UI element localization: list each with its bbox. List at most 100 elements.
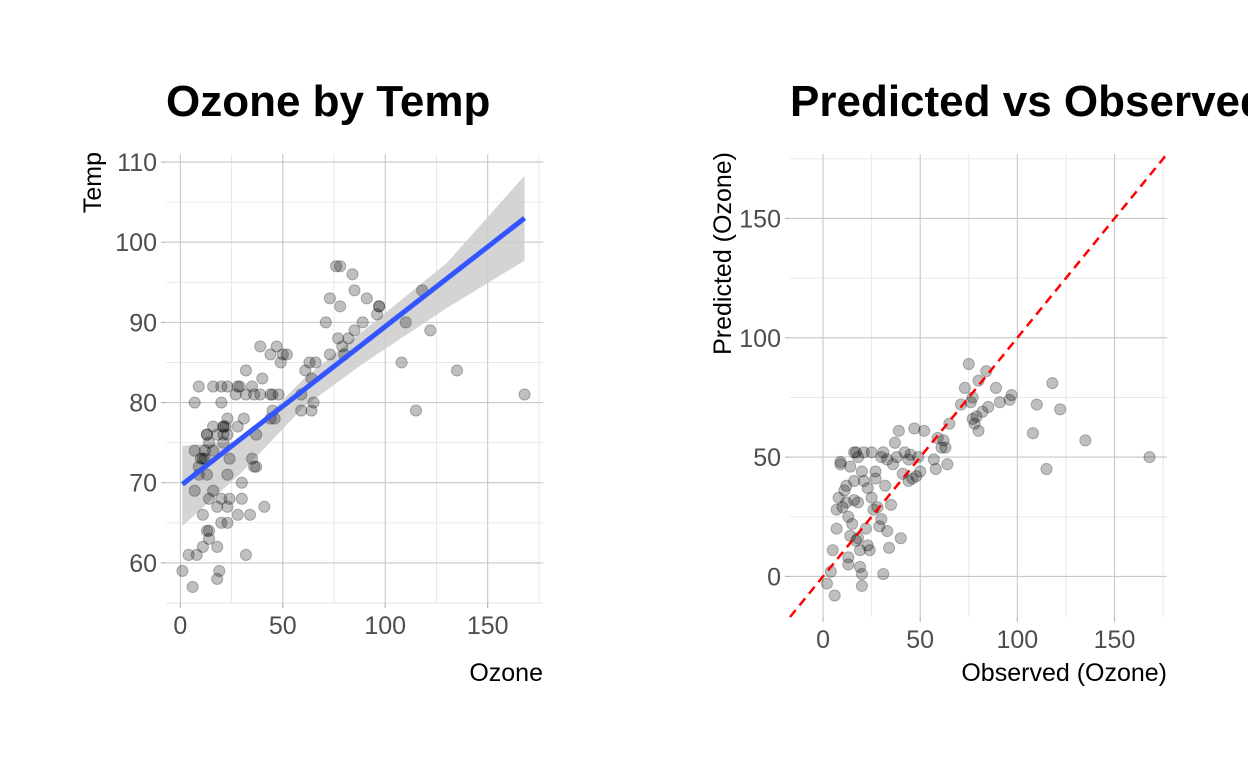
data-point: [229, 388, 242, 401]
data-point: [834, 458, 847, 471]
data-point: [1143, 450, 1156, 464]
data-point: [1026, 427, 1040, 440]
data-point: [912, 450, 925, 464]
data-point: [231, 508, 244, 521]
y-tick-label: 150: [739, 205, 781, 233]
data-point: [323, 292, 337, 305]
data-point: [877, 567, 890, 581]
data-point: [935, 441, 948, 454]
data-point: [888, 436, 902, 449]
data-point: [202, 492, 216, 505]
x-tick-label: 150: [1094, 626, 1136, 654]
data-point: [221, 500, 234, 513]
data-point: [884, 498, 898, 511]
data-point: [902, 453, 915, 466]
data-point: [221, 412, 234, 425]
data-point: [305, 404, 318, 417]
data-point: [217, 420, 230, 433]
y-tick-label: 80: [129, 390, 157, 418]
ozone-by-temp-panel: Ozone by Temp 0 50 100 150 60 70 80 90 100 110 O…: [79, 77, 543, 687]
data-point: [221, 516, 234, 529]
data-point: [233, 380, 246, 393]
x-ticks: 0 50 100 150: [816, 617, 1135, 654]
data-point: [848, 474, 861, 488]
data-point: [875, 450, 888, 464]
data-point: [914, 465, 927, 478]
data-point: [266, 388, 279, 401]
x-tick-label: 0: [173, 612, 187, 640]
data-point: [853, 560, 867, 573]
data-point: [941, 458, 954, 471]
data-point: [295, 404, 308, 417]
data-point: [842, 510, 855, 523]
data-point: [1040, 462, 1053, 476]
data-point: [518, 388, 531, 401]
data-point: [853, 544, 867, 557]
y-tick-label: 0: [767, 563, 781, 591]
x-tick-label: 50: [269, 612, 297, 640]
data-point: [215, 516, 228, 529]
data-point: [200, 524, 214, 537]
data-point: [223, 452, 236, 465]
data-point: [886, 458, 900, 471]
data-point: [276, 348, 289, 361]
data-point: [217, 436, 230, 449]
data-point: [395, 356, 408, 369]
data-point: [1054, 403, 1067, 416]
data-point: [982, 400, 995, 414]
data-point: [877, 446, 890, 459]
data-point: [264, 388, 277, 401]
identity-line: [789, 153, 1168, 618]
data-point: [939, 441, 952, 454]
points-layer: [820, 357, 1156, 602]
x-tick-label: 100: [364, 612, 406, 640]
x-tick-label: 0: [816, 626, 830, 654]
data-point: [215, 380, 228, 393]
data-point: [836, 501, 849, 514]
data-point: [348, 284, 361, 297]
x-axis-title: Observed (Ozone): [961, 659, 1167, 687]
data-point: [873, 520, 886, 533]
y-tick-label: 100: [739, 325, 781, 353]
y-tick-label: 60: [129, 550, 157, 578]
data-point: [264, 348, 277, 361]
data-point: [849, 446, 863, 459]
data-point: [840, 496, 853, 509]
grid: [166, 154, 543, 604]
data-point: [215, 492, 228, 505]
data-point: [223, 492, 236, 505]
data-point: [1003, 393, 1016, 406]
data-point: [219, 420, 232, 433]
data-point: [881, 524, 894, 538]
data-point: [834, 455, 847, 468]
data-point: [329, 260, 343, 273]
data-point: [980, 365, 993, 378]
data-point: [844, 460, 857, 473]
data-point: [254, 340, 267, 353]
data-point: [188, 396, 201, 409]
data-point: [902, 474, 915, 488]
data-point: [188, 484, 201, 497]
data-point: [319, 316, 332, 329]
data-point: [838, 484, 851, 497]
data-point: [820, 577, 834, 590]
predicted-vs-observed-panel: Predicted vs Observed 0 50 100 150 0 50 100 15…: [709, 77, 1248, 687]
data-point: [976, 405, 989, 418]
data-point: [334, 300, 347, 313]
data-point: [235, 476, 248, 489]
data-point: [917, 424, 931, 437]
data-point: [972, 424, 985, 437]
data-point: [196, 508, 209, 521]
data-point: [409, 404, 423, 417]
data-point: [250, 460, 263, 473]
data-point: [217, 428, 230, 441]
data-point: [966, 412, 979, 426]
data-point: [332, 332, 345, 345]
data-point: [200, 468, 214, 481]
data-point: [1046, 377, 1059, 390]
data-point: [906, 472, 919, 485]
data-point: [894, 532, 907, 545]
data-point: [188, 444, 201, 457]
data-point: [323, 348, 337, 361]
data-point: [968, 417, 981, 430]
